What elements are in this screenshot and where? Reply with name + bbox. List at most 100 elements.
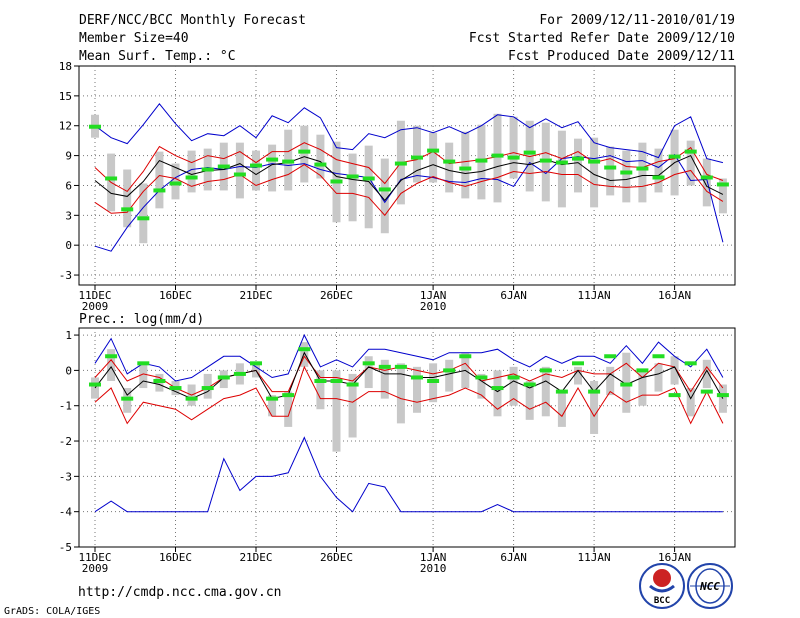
x-tick-label: 26DEC — [320, 289, 353, 302]
median-marker — [105, 354, 118, 359]
ensemble-box — [155, 151, 164, 209]
ensemble-box — [541, 366, 550, 417]
y-tick-label: -5 — [59, 541, 72, 554]
ensemble-box — [91, 377, 99, 399]
median-marker — [121, 207, 134, 212]
median-marker — [652, 175, 665, 180]
ensemble-box — [590, 380, 599, 434]
series-max-line — [94, 333, 724, 382]
y-tick-label: -3 — [59, 470, 72, 483]
grads-credit: GrADS: COLA/IGES — [4, 606, 100, 617]
median-marker — [507, 375, 520, 380]
x-tick-label: 6JAN — [500, 289, 527, 302]
ensemble-box — [413, 125, 421, 183]
median-marker — [684, 361, 697, 366]
plot-frame — [78, 65, 736, 286]
median-marker — [459, 166, 472, 171]
ensemble-box — [300, 342, 309, 367]
series-min-line — [94, 436, 723, 513]
ensemble-box — [380, 359, 389, 399]
y-tick-label: 1 — [65, 329, 72, 342]
series-min-line — [94, 102, 724, 164]
x-tick-year: 2010 — [420, 300, 447, 313]
series-mean-line — [94, 154, 724, 202]
median-marker — [314, 378, 327, 383]
source-url[interactable]: http://cmdp.ncc.cma.gov.cn — [78, 585, 282, 600]
fcst-started-date: Fcst Started Refer Date 2009/12/10 — [469, 31, 735, 46]
ensemble-box — [316, 134, 325, 179]
y-tick-label: 15 — [59, 90, 72, 103]
median-marker — [668, 154, 681, 159]
ensemble-box — [574, 138, 582, 193]
median-marker — [330, 378, 343, 383]
ensemble-box — [107, 349, 116, 381]
median-marker — [282, 159, 295, 164]
series-max-line — [94, 153, 724, 252]
median-marker — [411, 155, 423, 160]
y-tick-label: -3 — [59, 269, 72, 282]
bcc-logo: BCC — [639, 563, 685, 609]
x-tick-label: 11JAN — [578, 551, 611, 564]
median-marker — [201, 167, 214, 172]
ensemble-box — [364, 356, 373, 389]
median-marker — [716, 182, 729, 187]
ensemble-box — [557, 391, 566, 427]
ensemble-box — [493, 113, 502, 203]
ensemble-box — [606, 366, 615, 396]
ensemble-box — [654, 363, 663, 392]
median-marker — [555, 389, 568, 394]
median-marker — [491, 386, 504, 391]
median-marker — [443, 368, 456, 373]
ensemble-box — [525, 380, 534, 420]
median-marker — [185, 175, 198, 180]
y-tick-label: 9 — [65, 150, 72, 163]
ensemble-box — [702, 359, 711, 389]
ensemble-box — [445, 142, 454, 193]
median-marker — [185, 396, 198, 401]
median-marker — [153, 378, 166, 383]
median-marker — [314, 162, 327, 167]
y-tick-label: 0 — [65, 239, 72, 252]
ensemble-box — [557, 130, 566, 208]
x-tick-label: 11DEC — [78, 551, 111, 564]
ensemble-box — [429, 132, 438, 183]
median-marker — [475, 158, 488, 163]
ensemble-box — [606, 146, 615, 196]
median-marker — [89, 124, 101, 129]
median-marker — [539, 158, 552, 163]
x-tick-year: 2009 — [82, 300, 109, 313]
median-marker — [523, 382, 536, 387]
ensemble-box — [332, 370, 341, 452]
x-tick-label: 16JAN — [658, 289, 691, 302]
median-marker — [201, 386, 214, 391]
ensemble-box — [284, 391, 293, 427]
median-marker — [298, 149, 311, 154]
median-marker — [137, 361, 150, 366]
median-marker — [153, 188, 166, 193]
ensemble-box — [268, 144, 277, 192]
median-marker — [620, 382, 633, 387]
median-marker — [169, 181, 182, 186]
median-marker — [716, 393, 729, 398]
median-marker — [105, 176, 118, 181]
ensemble-box — [348, 373, 357, 438]
median-marker — [394, 364, 407, 369]
ensemble-box — [348, 153, 357, 222]
ensemble-box — [686, 140, 695, 186]
median-marker — [684, 149, 697, 154]
median-marker — [298, 347, 311, 352]
x-tick-label: 21DEC — [239, 289, 272, 302]
series-mean-sd-line — [94, 164, 724, 217]
median-marker — [330, 179, 343, 184]
temp-panel-title: Mean Surf. Temp.: °C — [79, 49, 236, 64]
ensemble-box — [268, 395, 277, 417]
median-marker — [362, 176, 375, 181]
ensemble-box — [123, 169, 132, 228]
ensemble-box — [702, 158, 711, 207]
series-mean+sd-line — [94, 142, 724, 193]
ensemble-box — [686, 388, 695, 417]
series-mean+sd-line — [94, 355, 724, 396]
y-tick-label: -1 — [59, 400, 72, 413]
median-marker — [572, 156, 584, 161]
